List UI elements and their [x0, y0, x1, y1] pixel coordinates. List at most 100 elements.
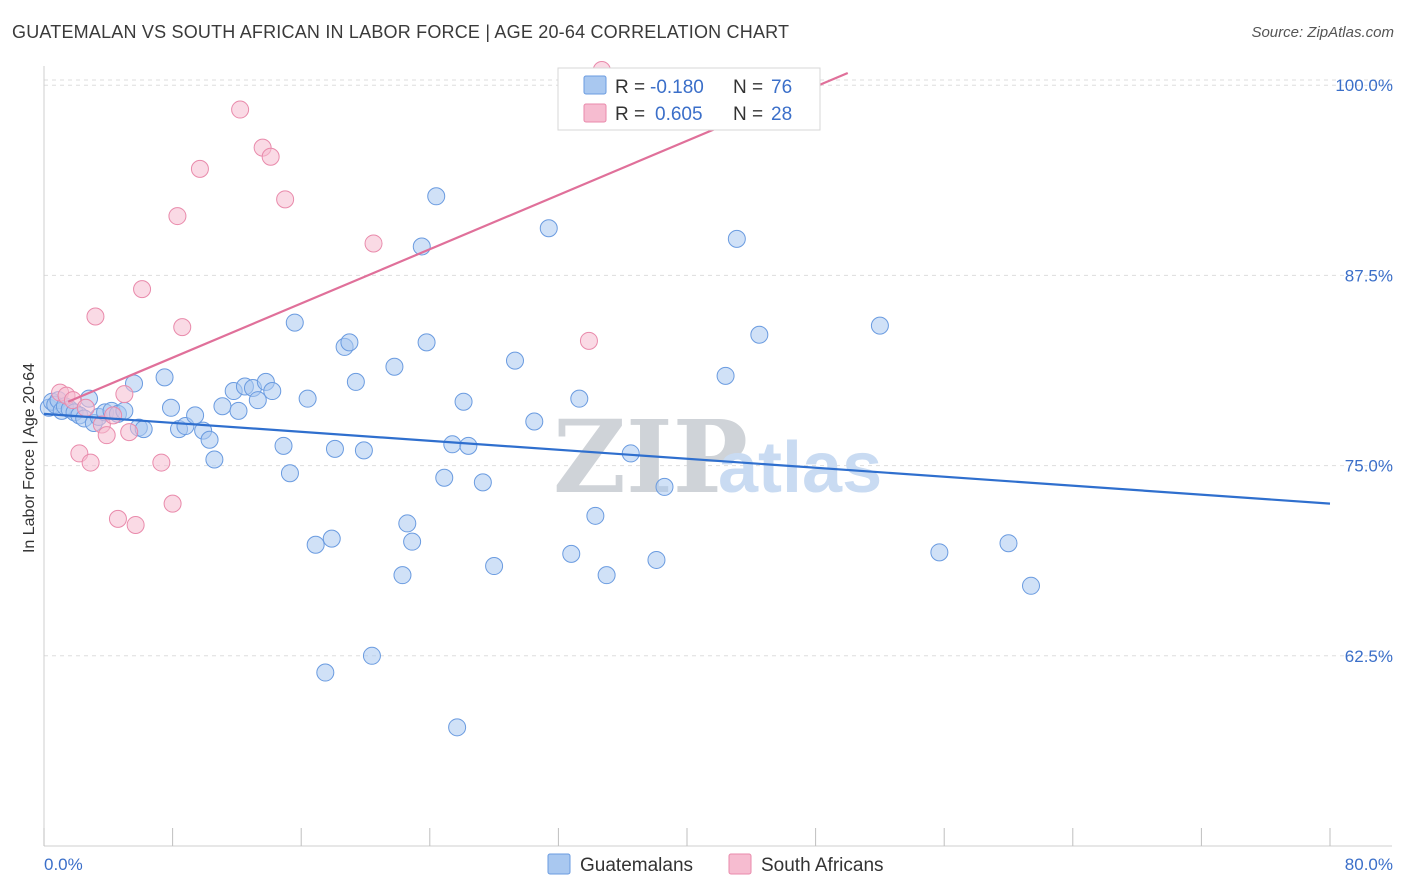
south-africans-point-19 [190, 159, 209, 178]
guatemalans-point-67 [570, 389, 589, 408]
guatemalans-point-76 [870, 316, 889, 335]
guatemalans-point-59 [454, 392, 473, 411]
south-africans-point-15 [152, 453, 171, 472]
guatemalans-point-66 [562, 544, 581, 563]
guatemalans-point-64 [525, 412, 544, 431]
guatemalans-point-62 [485, 557, 504, 576]
legend-n-value-1: 76 [771, 77, 792, 98]
guatemalans-point-33 [248, 391, 267, 410]
guatemalans-point-45 [340, 333, 359, 352]
guatemalans-point-27 [205, 450, 224, 469]
south-africans-point-6 [86, 307, 105, 326]
guatemalans-point-42 [322, 529, 341, 548]
guatemalans-point-61 [473, 473, 492, 492]
guatemalans-point-47 [354, 441, 373, 460]
guatemalans-point-20 [155, 368, 174, 387]
guatemalans-point-36 [274, 436, 293, 455]
south-africans-point-23 [276, 190, 295, 209]
series-south-africans-points [51, 61, 642, 534]
guatemalans-point-37 [280, 464, 299, 483]
bottom-legend-label-south-africans: South Africans [761, 855, 884, 876]
south-africans-point-12 [120, 423, 139, 442]
south-africans-point-16 [163, 494, 182, 513]
guatemalans-point-58 [448, 718, 467, 737]
watermark: ZIP atlas [553, 398, 882, 516]
legend-n-value-2: 28 [771, 104, 792, 125]
guatemalans-point-69 [597, 566, 616, 585]
guatemalans-point-60 [459, 436, 478, 455]
guatemalans-point-30 [229, 401, 248, 420]
guatemalans-point-26 [200, 430, 219, 449]
guatemalans-point-65 [539, 219, 558, 238]
y-tick-label-0: 62.5% [1345, 647, 1393, 666]
legend-r-value-1: -0.180 [650, 77, 704, 98]
guatemalans-point-46 [346, 372, 365, 391]
guatemalans-point-56 [435, 468, 454, 487]
guatemalans-point-48 [362, 646, 381, 665]
y-tick-label-2: 87.5% [1345, 266, 1393, 285]
source-label: Source: ZipAtlas.com [1251, 24, 1394, 41]
guatemalans-point-49 [385, 357, 404, 376]
guatemalans-point-40 [306, 535, 325, 554]
bottom-legend-label-guatemalans: Guatemalans [580, 855, 693, 876]
south-africans-point-8 [97, 426, 116, 445]
guatemalans-point-28 [213, 397, 232, 416]
guatemalans-point-68 [586, 506, 605, 525]
guatemalans-point-79 [1022, 576, 1041, 595]
guatemalans-point-55 [427, 187, 446, 206]
guatemalans-point-39 [298, 389, 317, 408]
south-africans-point-5 [81, 453, 100, 472]
y-tick-label-1: 75.0% [1345, 457, 1393, 476]
south-africans-point-25 [579, 331, 598, 350]
series-legend: Guatemalans South Africans [547, 853, 884, 876]
south-africans-point-14 [133, 280, 152, 299]
guatemalans-point-78 [999, 534, 1018, 553]
guatemalans-point-38 [285, 313, 304, 332]
x-tick-label-1: 80.0% [1345, 855, 1393, 874]
south-africans-point-11 [115, 385, 134, 404]
south-africans-point-10 [108, 509, 127, 528]
guatemalans-point-71 [647, 550, 666, 569]
chart-title: GUATEMALAN VS SOUTH AFRICAN IN LABOR FOR… [12, 22, 790, 42]
correlation-legend: R = -0.180 N = 76 R = 0.605 N = 28 [557, 67, 821, 131]
legend-r-value-2: 0.605 [655, 104, 703, 125]
y-axis-title: In Labor Force | Age 20-64 [21, 363, 38, 553]
guatemalans-point-77 [930, 543, 949, 562]
south-africans-point-20 [231, 100, 250, 119]
guatemalans-point-52 [403, 532, 422, 551]
legend-swatch-guatemalans [583, 75, 607, 95]
south-africans-point-13 [126, 515, 145, 534]
grid-lines [44, 79, 1392, 657]
guatemalans-point-75 [750, 325, 769, 344]
south-africans-point-22 [261, 147, 280, 166]
guatemalans-point-74 [727, 229, 746, 248]
guatemalans-point-41 [316, 663, 335, 682]
legend-r-label-1: R = [615, 77, 645, 98]
guatemalans-point-72 [655, 477, 674, 496]
guatemalans-point-21 [161, 398, 180, 417]
guatemalans-point-50 [393, 566, 412, 585]
guatemalans-point-35 [263, 382, 282, 401]
y-tick-labels: 62.5% 75.0% 87.5% 100.0% [1335, 76, 1393, 666]
series-guatemalans-points [39, 187, 1041, 737]
guatemalans-point-51 [398, 514, 417, 533]
guatemalans-point-73 [716, 366, 735, 385]
x-tick-label-0: 0.0% [44, 855, 83, 874]
south-africans-point-4 [76, 398, 95, 417]
y-tick-label-3: 100.0% [1335, 76, 1393, 95]
legend-swatch-south-africans [583, 103, 607, 123]
legend-n-label-2: N = [733, 104, 763, 125]
guatemalans-point-54 [417, 333, 436, 352]
axes [43, 66, 1392, 847]
south-africans-point-18 [173, 318, 192, 337]
x-tick-labels: 0.0% 80.0% [44, 855, 1393, 874]
south-africans-point-17 [168, 207, 187, 226]
guatemalans-point-43 [325, 439, 344, 458]
bottom-legend-swatch-south-africans [728, 853, 752, 875]
bottom-legend-swatch-guatemalans [547, 853, 571, 875]
legend-n-label-1: N = [733, 77, 763, 98]
guatemalans-point-24 [186, 406, 205, 425]
trend-line-guatemalans [43, 412, 1331, 505]
guatemalans-point-63 [505, 351, 524, 370]
